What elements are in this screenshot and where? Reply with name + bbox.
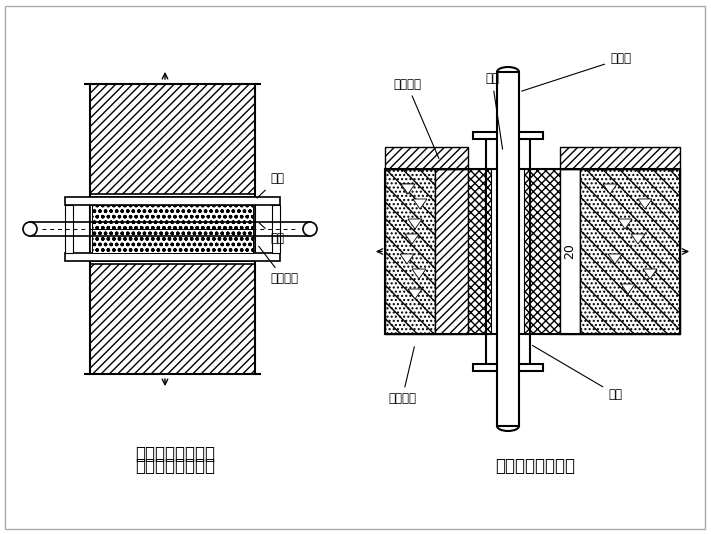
- Polygon shape: [400, 254, 414, 264]
- Bar: [92, 229, 253, 253]
- Text: 沥青麻刀: 沥青麻刀: [259, 246, 298, 286]
- Polygon shape: [603, 184, 617, 194]
- Bar: [524, 169, 560, 334]
- Bar: [65, 205, 73, 253]
- Text: 煤气管: 煤气管: [522, 52, 631, 91]
- Bar: [90, 197, 255, 261]
- Polygon shape: [408, 289, 422, 299]
- Polygon shape: [618, 219, 632, 229]
- Polygon shape: [408, 219, 422, 229]
- Polygon shape: [405, 234, 419, 244]
- Bar: [90, 84, 255, 194]
- Bar: [90, 264, 255, 374]
- Bar: [385, 169, 435, 334]
- Text: 套管: 套管: [257, 172, 284, 198]
- Polygon shape: [413, 199, 427, 209]
- Text: 水泥砂浆: 水泥砂浆: [388, 347, 416, 405]
- Text: 套管: 套管: [533, 345, 622, 400]
- Text: 20: 20: [564, 244, 577, 260]
- Polygon shape: [638, 199, 652, 209]
- Bar: [468, 169, 491, 334]
- Bar: [385, 147, 468, 169]
- Polygon shape: [401, 184, 415, 194]
- Polygon shape: [412, 269, 426, 279]
- Bar: [65, 197, 280, 205]
- Bar: [92, 205, 253, 229]
- Bar: [560, 147, 680, 169]
- Bar: [435, 169, 468, 334]
- Polygon shape: [621, 284, 635, 294]
- Bar: [473, 132, 543, 139]
- Text: 沥青: 沥青: [259, 223, 284, 246]
- Circle shape: [303, 222, 317, 236]
- Bar: [580, 169, 680, 334]
- Polygon shape: [400, 184, 414, 194]
- Text: 沥青: 沥青: [485, 73, 503, 149]
- Polygon shape: [643, 269, 657, 279]
- Bar: [560, 169, 580, 334]
- Text: 套管穿楼板的做法: 套管穿楼板的做法: [495, 457, 575, 475]
- Polygon shape: [608, 254, 622, 264]
- Bar: [473, 364, 543, 371]
- Bar: [580, 169, 680, 334]
- Text: 防水套管穿墙做法: 防水套管穿墙做法: [135, 457, 215, 475]
- Circle shape: [23, 222, 37, 236]
- Text: 防水套管穿墙做法: 防水套管穿墙做法: [135, 445, 215, 463]
- Polygon shape: [631, 234, 645, 244]
- Bar: [497, 72, 519, 426]
- Bar: [65, 253, 280, 261]
- Bar: [272, 205, 280, 253]
- Text: 沥青麻刀: 沥青麻刀: [393, 77, 439, 159]
- Bar: [385, 169, 435, 334]
